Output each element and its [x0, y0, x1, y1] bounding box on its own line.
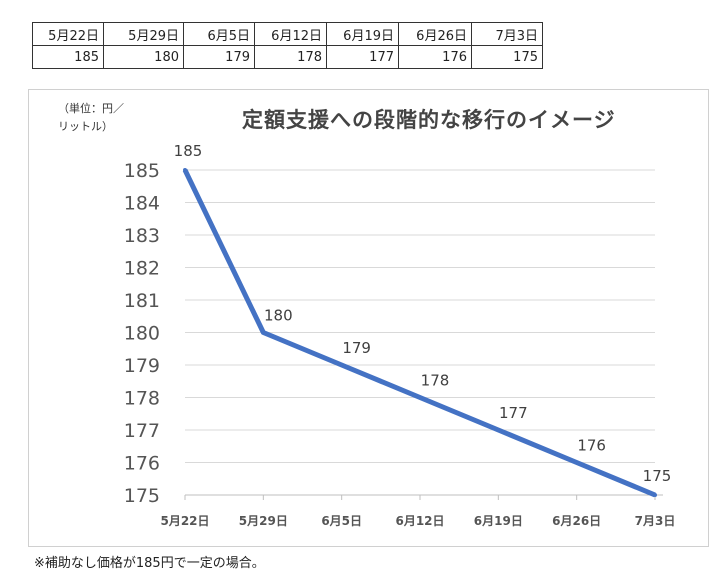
y-tick-label: 184 — [124, 193, 160, 215]
table-cell: 5月22日 — [32, 22, 104, 46]
table-cell: 178 — [254, 45, 327, 69]
y-tick-label: 178 — [124, 388, 160, 410]
y-tick-label: 179 — [124, 355, 160, 377]
x-tick-label: 5月29日 — [239, 514, 288, 528]
y-tick-label: 185 — [124, 160, 160, 182]
table-cell: 5月29日 — [103, 22, 184, 46]
data-point — [183, 168, 187, 172]
data-point — [496, 428, 501, 432]
data-label: 180 — [264, 307, 293, 325]
y-tick-label: 183 — [124, 225, 160, 247]
data-label: 185 — [174, 142, 203, 160]
y-tick-label: 175 — [124, 485, 160, 507]
data-label: 175 — [643, 467, 672, 485]
table-header-row: 5月22日 5月29日 6月5日 6月12日 6月19日 6月26日 7月3日 — [32, 22, 543, 46]
data-point — [574, 460, 579, 465]
unit-label: （単位：円／ リットル） — [58, 102, 124, 133]
table-cell: 7月3日 — [471, 22, 543, 46]
data-point — [261, 330, 266, 335]
table-value-row: 185 180 179 178 177 176 175 — [32, 45, 543, 69]
table-cell: 175 — [471, 45, 543, 69]
table-cell: 6月12日 — [254, 22, 327, 46]
x-tick-label: 6月26日 — [552, 514, 601, 528]
y-tick-label: 182 — [124, 258, 160, 280]
y-tick-label: 180 — [124, 323, 160, 345]
data-point — [339, 363, 344, 367]
table-cell: 177 — [326, 45, 399, 69]
x-tick-label: 6月5日 — [321, 514, 362, 528]
data-label: 177 — [499, 404, 528, 422]
data-point — [418, 395, 422, 400]
table-cell: 185 — [32, 45, 104, 69]
data-label: 179 — [342, 339, 371, 357]
data-point — [653, 493, 657, 497]
y-tick-label: 177 — [124, 420, 160, 442]
x-tick-label: 7月3日 — [635, 514, 676, 528]
x-tick-label: 5月22日 — [160, 514, 209, 528]
table-cell: 180 — [103, 45, 184, 69]
x-tick-label: 6月19日 — [474, 514, 523, 528]
footnote: ※補助なし価格が185円で一定の場合。 — [34, 556, 265, 571]
price-table: 5月22日 5月29日 6月5日 6月12日 6月19日 6月26日 7月3日 … — [32, 22, 543, 69]
table-cell: 179 — [183, 45, 255, 69]
y-tick-label: 176 — [124, 453, 160, 475]
x-tick-label: 6月12日 — [395, 514, 444, 528]
y-tick-label: 181 — [124, 290, 160, 312]
data-label: 178 — [421, 372, 450, 390]
chart-title: 定額支援への段階的な移行のイメージ — [242, 108, 616, 132]
data-label: 176 — [577, 437, 606, 455]
